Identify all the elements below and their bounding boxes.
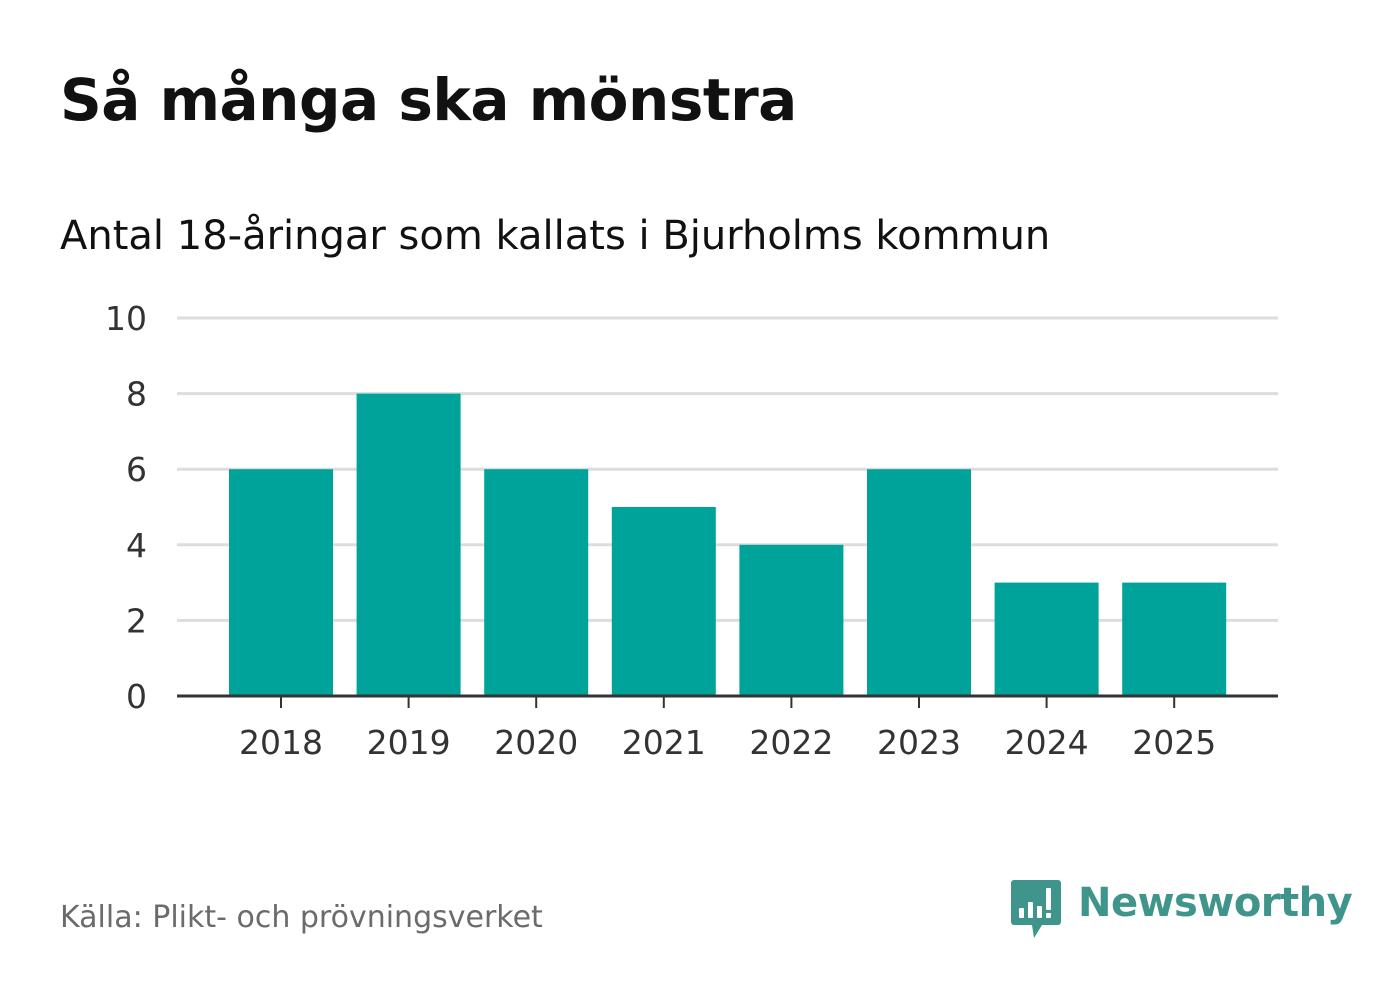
x-tick-label: 2024 <box>1005 723 1089 762</box>
x-tick-label: 2021 <box>622 723 706 762</box>
y-tick-label: 10 <box>105 299 147 338</box>
x-tick-label: 2020 <box>494 723 578 762</box>
y-tick-label: 6 <box>126 450 147 489</box>
gridlines <box>177 316 1278 622</box>
source-note: Källa: Plikt- och prövningsverket <box>60 900 543 935</box>
brand-logo: Newsworthy <box>1010 878 1353 942</box>
brand-name: Newsworthy <box>1078 880 1353 926</box>
y-tick-label: 2 <box>126 601 147 640</box>
bar-2019 <box>356 393 461 696</box>
bar-2025 <box>1122 582 1227 696</box>
y-tick-label: 4 <box>126 526 147 565</box>
x-tick-label: 2025 <box>1132 723 1216 762</box>
bar-2021 <box>611 507 716 696</box>
x-tick-label: 2023 <box>877 723 961 762</box>
y-tick-label: 8 <box>126 375 147 414</box>
bars <box>229 393 1227 696</box>
x-tick-label: 2019 <box>367 723 451 762</box>
y-tick-label: 0 <box>126 677 147 716</box>
bar-2024 <box>994 582 1099 696</box>
bar-2023 <box>867 469 971 696</box>
bar-2018 <box>229 469 333 696</box>
tick-labels: 0 2 4 6 8 10 2018 2019 2020 2021 2022 2023 2024 2025 <box>105 299 1216 762</box>
bar-2022 <box>739 544 844 696</box>
bar-chart-speech-bubble-icon <box>1011 880 1061 938</box>
axes <box>177 694 1278 708</box>
chart-subtitle: Antal 18-åringar som kallats i Bjurholms… <box>60 213 1051 259</box>
x-tick-label: 2022 <box>749 723 833 762</box>
x-tick-label: 2018 <box>239 723 323 762</box>
bar-2020 <box>484 469 589 696</box>
chart-title: Så många ska mönstra <box>60 66 797 134</box>
